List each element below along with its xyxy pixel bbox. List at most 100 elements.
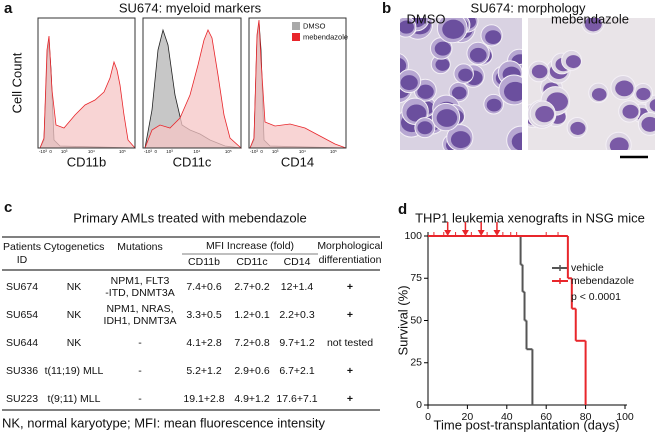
histogram-mebendazole	[144, 29, 243, 149]
nucleus	[434, 41, 451, 56]
cells	[400, 18, 522, 150]
nucleus	[486, 98, 502, 112]
y-tick-label: 50	[410, 314, 422, 326]
arrow-head	[477, 230, 485, 236]
legend-label: mebendazole	[571, 275, 634, 287]
nucleus	[451, 86, 467, 100]
x-label: CD14	[281, 154, 314, 169]
table-cell: -ITD, DNMT3A	[105, 287, 174, 299]
x-label: CD11b	[67, 154, 107, 169]
x-tick-label: 100	[616, 411, 634, 423]
table-cell: t(11;19) MLL	[45, 365, 104, 377]
legend-label: vehicle	[571, 262, 604, 274]
nucleus	[400, 75, 418, 91]
tick-label: 0	[154, 149, 157, 154]
tick-label: 10⁴	[299, 149, 306, 154]
panel-title: Primary AMLs treated with mebendazole	[73, 210, 306, 225]
tick-label: 10⁵	[225, 149, 232, 154]
nucleus	[503, 81, 522, 102]
table-cell: NK	[67, 309, 82, 321]
nucleus	[511, 132, 522, 150]
tick-label: 0	[49, 149, 52, 154]
table-cell: SU674	[6, 281, 38, 293]
nucleus	[406, 104, 427, 122]
x-label: CD11c	[173, 154, 212, 169]
nucleus	[535, 105, 555, 123]
plot-frame	[248, 17, 347, 149]
y-tick-label: 75	[410, 272, 422, 284]
table-cell: NPM1, FLT3	[111, 275, 170, 287]
table-cell: 12+1.4	[281, 281, 314, 293]
table-cell: 17.6+7.1	[276, 393, 317, 405]
table-cell: Cytogenetics	[44, 241, 105, 253]
nucleus	[458, 68, 473, 82]
table-cell: 4.9+1.2	[234, 393, 269, 405]
nucleus	[565, 55, 581, 69]
table-cell: IDH1, DNMT3A	[104, 315, 177, 327]
table-cell: CD11c	[236, 256, 267, 268]
table-cell: NK	[67, 337, 82, 349]
x-label: Time post-transplantation (days)	[434, 417, 620, 432]
table-cell: Patients	[3, 241, 41, 253]
nucleus	[570, 121, 586, 135]
arrow-head	[444, 230, 452, 236]
table-cell: 5.2+1.2	[186, 365, 221, 377]
nucleus	[649, 99, 655, 112]
annotation: p < 0.0001	[571, 291, 621, 303]
table-cell: not tested	[327, 337, 373, 349]
table-cell: +	[347, 281, 353, 293]
tick-label: 10³	[166, 149, 173, 154]
nucleus	[417, 84, 434, 99]
tick-label: 10⁵	[330, 149, 337, 154]
nucleus	[615, 80, 634, 97]
table-cell: 19.1+2.8	[183, 393, 224, 405]
nucleus	[436, 109, 458, 127]
nucleus	[636, 87, 651, 101]
table-cell: 2.9+0.6	[234, 365, 269, 377]
table-cell: +	[347, 365, 353, 377]
tick-label: -10³	[250, 149, 259, 154]
x-tick-label: 80	[580, 411, 592, 423]
tick-label: 0	[260, 149, 263, 154]
tick-label: 10⁴	[88, 149, 95, 154]
table-cell: -	[138, 365, 142, 377]
panel-title: SU674: myeloid markers	[119, 0, 262, 15]
table-cell: 9.7+1.2	[279, 337, 314, 349]
tick-label: 10³	[61, 149, 68, 154]
table-cell: +	[347, 393, 353, 405]
arrow-head	[493, 230, 501, 236]
tick-label: -10³	[144, 149, 153, 154]
table-cell: t(9;11) MLL	[48, 393, 101, 405]
table-cell: 3.3+0.5	[186, 309, 221, 321]
x-tick-label: 60	[540, 411, 552, 423]
nucleus	[442, 19, 465, 39]
table-cell: MFI Increase (fold)	[206, 240, 294, 252]
tick-label: 10⁴	[193, 149, 200, 154]
nucleus	[400, 20, 414, 34]
nucleus	[641, 116, 655, 132]
table-cell: +	[347, 309, 353, 321]
footnote: NK, normal karyotype; MFI: mean fluoresc…	[2, 415, 325, 430]
nucleus	[609, 137, 629, 150]
y-tick-label: 0	[416, 399, 422, 411]
flow-histograms	[37, 17, 347, 149]
table-cell: 2.2+0.3	[279, 309, 314, 321]
panel-title: THP1 leukemia xenografts in NSG mice	[415, 210, 645, 225]
histogram-mebendazole	[249, 19, 347, 149]
table-cell: 6.7+2.1	[279, 365, 314, 377]
x-tick-label: 20	[462, 411, 474, 423]
table-cell: CD14	[284, 256, 311, 268]
nucleus	[531, 64, 548, 79]
table-cell: SU223	[6, 393, 38, 405]
table-cell: 1.2+0.1	[234, 309, 269, 321]
table-cell: Morphological	[317, 240, 382, 252]
panel-label: c	[4, 199, 12, 216]
nucleus	[584, 18, 602, 32]
cells	[528, 18, 655, 150]
image-label: DMSO	[407, 11, 446, 26]
tick-label: -10³	[39, 149, 48, 154]
